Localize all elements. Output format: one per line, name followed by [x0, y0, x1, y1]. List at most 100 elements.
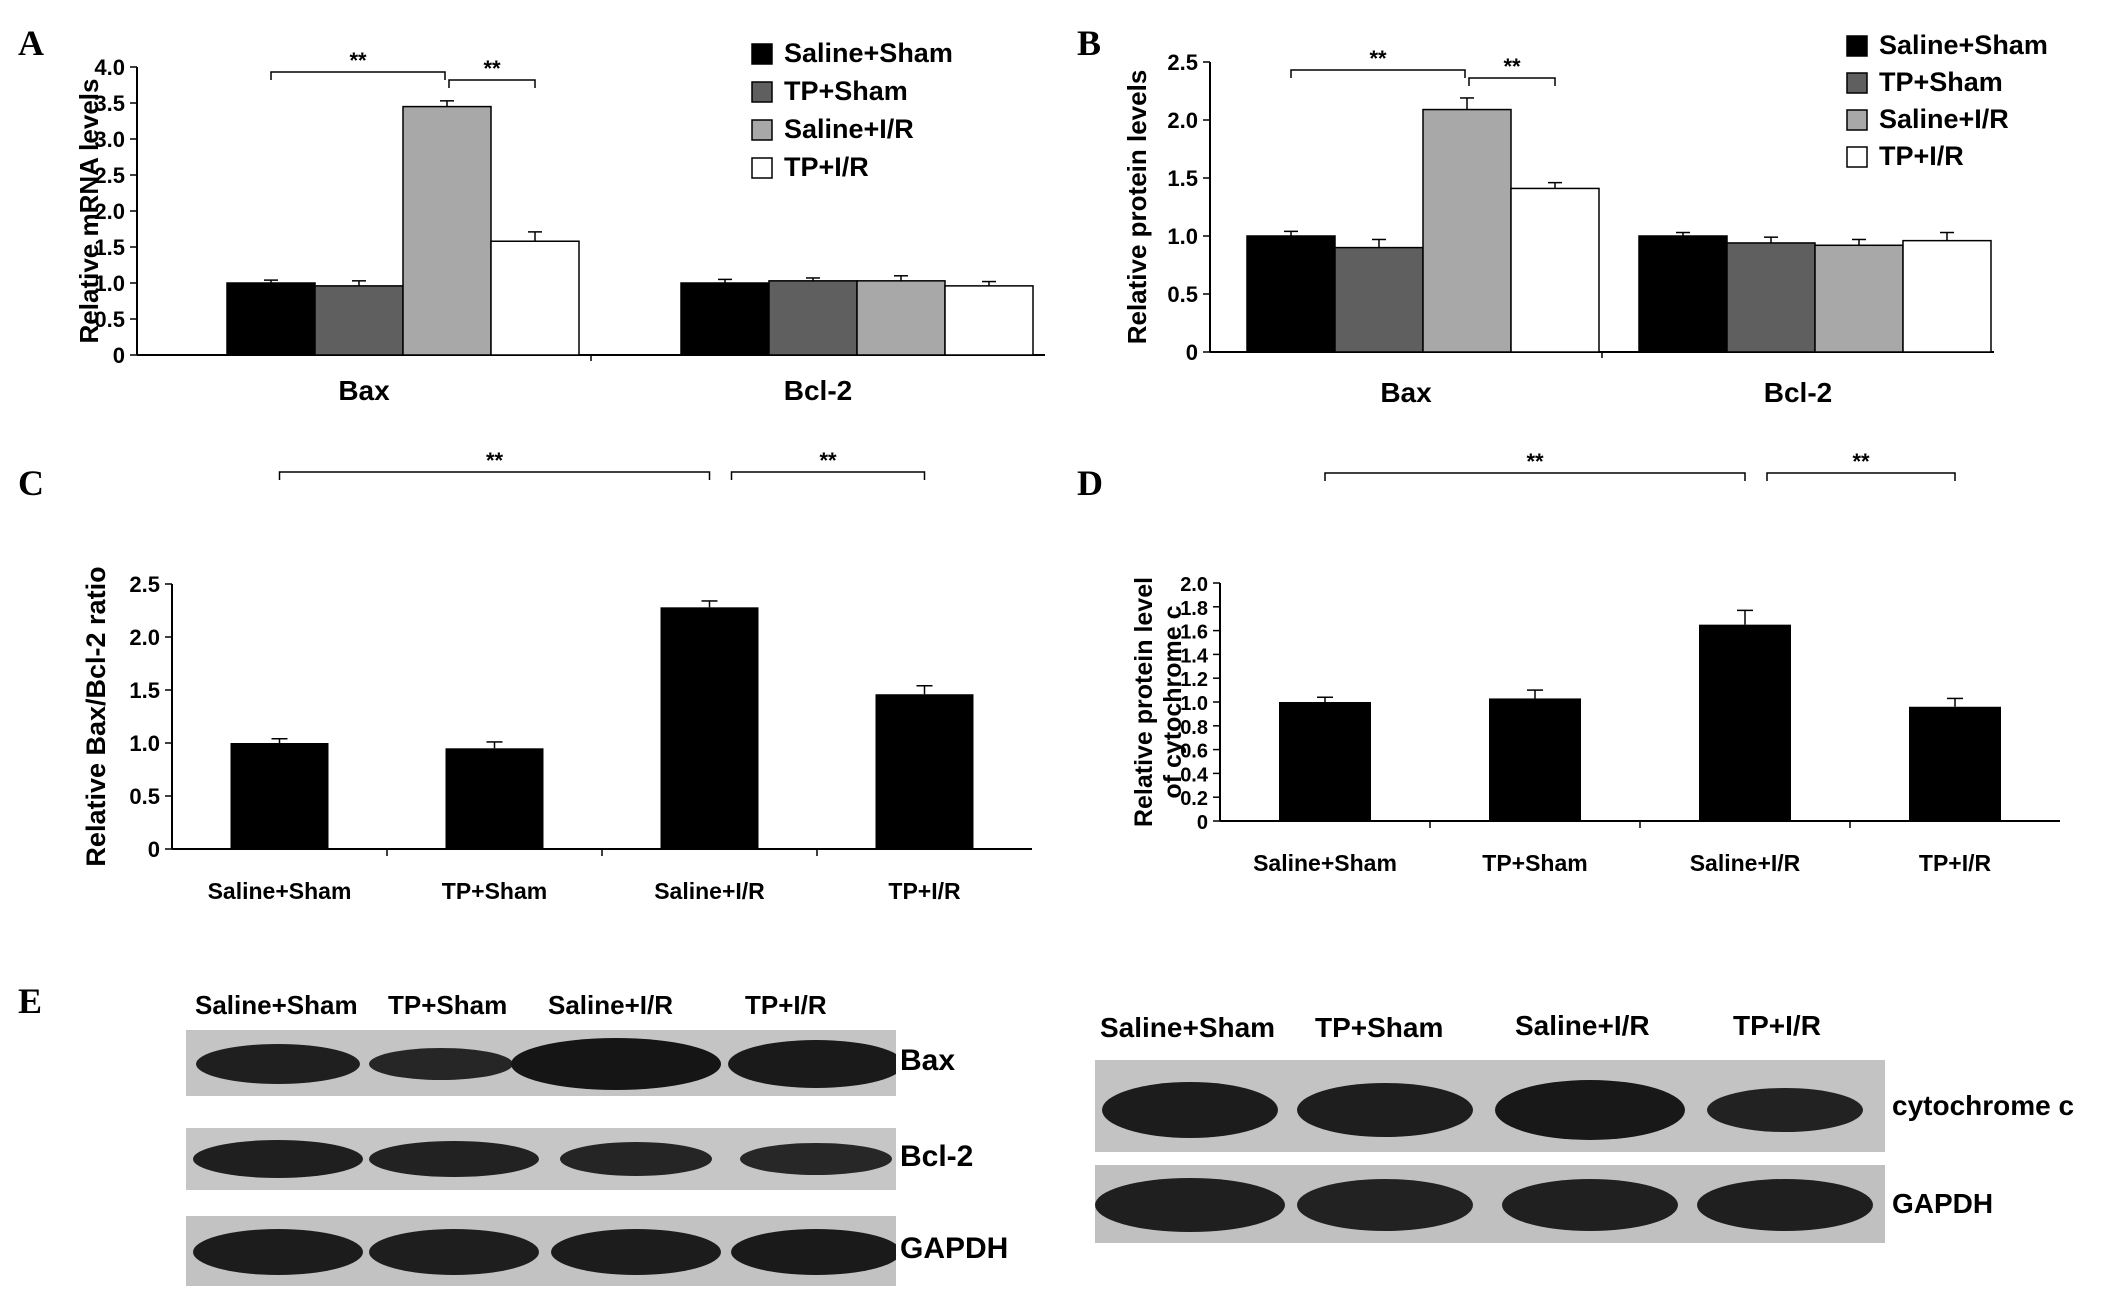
- chart-a-sig-bracket-1: [448, 79, 536, 88]
- chart-a-bar-0-3: [490, 240, 580, 356]
- chart-a-bar-0-0: [226, 282, 316, 356]
- blot-left-lane-3: Saline+I/R: [548, 990, 673, 1020]
- panel-label-c: C: [18, 463, 44, 503]
- blot-left-lane-4: TP+I/R: [745, 990, 827, 1020]
- chart-c-ytick-label-3: 1.5: [129, 678, 160, 703]
- chart-a-legend-label-0: Saline+Sham: [784, 38, 953, 68]
- chart-b-legend-swatch-1: [1846, 72, 1868, 94]
- chart-c-y-axis-label-0: Relative Bax/Bcl-2 ratio: [81, 566, 111, 866]
- chart-c-bar-0: [230, 743, 329, 849]
- chart-a-bar-1-3: [944, 285, 1034, 356]
- chart-a-legend-swatch-2: [751, 119, 773, 141]
- chart-b-category-label-0: Bax: [1380, 377, 1432, 408]
- chart-b-sig-bracket-1: [1468, 77, 1556, 86]
- chart-b-sig-bracket-0: [1290, 69, 1466, 78]
- chart-a-legend-label-3: TP+I/R: [784, 152, 869, 182]
- chart-b-ytick-label-4: 2.0: [1167, 108, 1198, 133]
- panel-label-a: A: [18, 23, 44, 63]
- chart-a-y-axis-label-0: Relative mRNA levels: [74, 79, 104, 344]
- chart-d-category-label-3: TP+I/R: [1919, 850, 1992, 876]
- chart-d-ytick-label-10: 2.0: [1180, 574, 1208, 596]
- chart-b-legend-label-2: Saline+I/R: [1879, 104, 2009, 134]
- chart-b-bar-1-1: [1726, 242, 1816, 353]
- blot-right-row-gapdh: GAPDH: [1892, 1188, 1994, 1219]
- blot-left-bcl2-strip: [186, 1128, 896, 1190]
- chart-a-legend-swatch-1: [751, 81, 773, 103]
- chart-a-ytick-label-7: 3.5: [94, 91, 125, 116]
- chart-c-bar-1: [445, 748, 544, 849]
- chart-c-bar-2: [660, 607, 759, 849]
- chart-c-ytick-label-1: 0.5: [129, 784, 160, 809]
- chart-b-bar-1-2: [1814, 244, 1904, 353]
- chart-b-sig-bracket-0-label: **: [1369, 46, 1387, 71]
- chart-d-ytick-label-3: 0.6: [1180, 741, 1208, 763]
- chart-c-sig-bracket-1: [730, 471, 926, 480]
- blot-right: Saline+Sham TP+Sham Saline+I/R TP+I/R cy…: [1060, 960, 2126, 1296]
- blot-right-lane-4: TP+I/R: [1733, 1010, 1821, 1041]
- chart-a-ytick-label-5: 2.5: [94, 163, 125, 188]
- chart-b-bar-0-1: [1334, 246, 1424, 353]
- blot-left-row-bax: Bax: [900, 1044, 956, 1077]
- chart-b-ytick-label-5: 2.5: [1167, 50, 1198, 75]
- chart-b-ytick-label-1: 0.5: [1167, 282, 1198, 307]
- chart-c-ytick-label-4: 2.0: [129, 625, 160, 650]
- blot-left-lane-2: TP+Sham: [388, 990, 508, 1020]
- blot-right-cytochrome-strip: [1095, 1060, 1885, 1152]
- panel-label-d: D: [1077, 463, 1103, 503]
- chart-d-ytick-label-7: 1.4: [1180, 645, 1209, 667]
- chart-b-legend-label-0: Saline+Sham: [1879, 30, 2048, 60]
- chart-c-ytick-label-2: 1.0: [129, 731, 160, 756]
- chart-c-ytick-label-0: 0: [148, 837, 160, 862]
- panel-label-e: E: [18, 981, 43, 1021]
- chart-d-ytick-label-9: 1.8: [1180, 598, 1208, 620]
- blot-left-row-bcl2: Bcl-2: [900, 1140, 974, 1173]
- chart-c-category-label-2: Saline+I/R: [654, 878, 765, 904]
- chart-a-bar-1-2: [856, 280, 946, 356]
- chart-d-sig-bracket-1: [1766, 472, 1956, 481]
- chart-d-sig-bracket-0: [1324, 472, 1746, 481]
- chart-b-sig-bracket-1-label: **: [1503, 54, 1521, 79]
- chart-d-ytick-label-0: 0: [1197, 812, 1208, 834]
- blot-right-row-cytochrome: cytochrome c: [1892, 1090, 2075, 1121]
- chart-b-ytick-label-0: 0: [1186, 340, 1198, 365]
- chart-a-ytick-label-0: 0: [113, 343, 125, 368]
- chart-a-ytick-label-6: 3.0: [94, 127, 125, 152]
- blot-left-row-gapdh: GAPDH: [900, 1232, 1009, 1265]
- chart-d-bar-2: [1699, 624, 1791, 821]
- chart-a-ytick-label-1: 0.5: [94, 307, 125, 332]
- chart-d-bar-3: [1909, 706, 2001, 821]
- chart-b-category-label-1: Bcl-2: [1764, 377, 1832, 408]
- chart-d-sig-bracket-0-label: **: [1526, 449, 1544, 474]
- chart-d-y-axis-label-1: of cytochrome c: [1159, 605, 1187, 798]
- blot-right-lane-1: Saline+Sham: [1100, 1012, 1276, 1043]
- chart-a-sig-bracket-0: [270, 71, 446, 80]
- chart-b-legend-swatch-0: [1846, 35, 1868, 57]
- chart-b-legend-label-1: TP+Sham: [1879, 67, 2003, 97]
- chart-b-bar-0-0: [1246, 235, 1336, 353]
- chart-d-bar-1: [1489, 698, 1581, 821]
- chart-b-legend-swatch-3: [1846, 146, 1868, 168]
- chart-b-bar-0-3: [1510, 187, 1600, 353]
- chart-c-sig-bracket-0-label: **: [486, 448, 504, 473]
- chart-c-bax-bcl2-ratio: 0 0.5 1.0 1.5 2.0 2.5 Relative Bax/Bcl-2 ratio…: [81, 448, 1032, 904]
- chart-b-ytick-label-2: 1.0: [1167, 224, 1198, 249]
- chart-b-legend-swatch-2: [1846, 109, 1868, 131]
- blot-left-gapdh-strip: [186, 1216, 896, 1286]
- chart-a-bar-1-1: [768, 280, 858, 356]
- blot-right-gapdh-strip: [1095, 1165, 1885, 1243]
- chart-a-legend-swatch-3: [751, 157, 773, 179]
- chart-b-y-axis-label-0: Relative protein levels: [1122, 70, 1152, 345]
- chart-a-sig-bracket-1-label: **: [483, 56, 501, 81]
- chart-a-legend-label-2: Saline+I/R: [784, 114, 914, 144]
- chart-b-bar-1-3: [1902, 239, 1992, 353]
- chart-a-ytick-label-3: 1.5: [94, 235, 125, 260]
- blot-right-lane-3: Saline+I/R: [1515, 1010, 1650, 1041]
- chart-c-category-label-0: Saline+Sham: [208, 878, 352, 904]
- chart-a-legend-label-1: TP+Sham: [784, 76, 908, 106]
- chart-a-bar-0-2: [402, 105, 492, 356]
- chart-d-ytick-label-6: 1.2: [1180, 669, 1208, 691]
- chart-d-cytochrome-c: 00.20.40.60.81.01.21.41.61.82.0 Relative …: [1130, 449, 2060, 876]
- chart-d-category-label-2: Saline+I/R: [1690, 850, 1801, 876]
- chart-a-legend-swatch-0: [751, 43, 773, 65]
- panel-label-b: B: [1077, 23, 1102, 63]
